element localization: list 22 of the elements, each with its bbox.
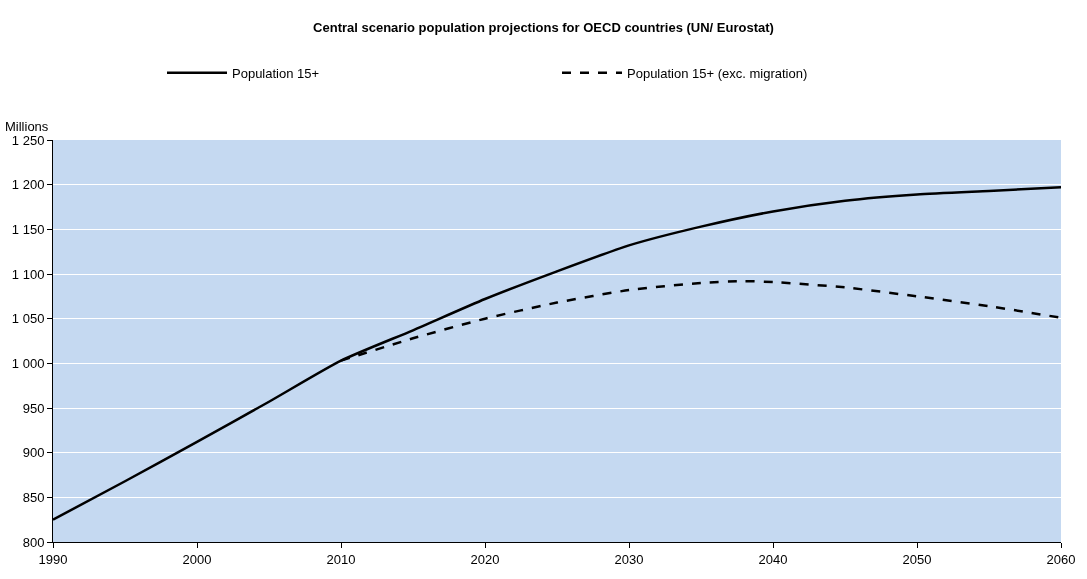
y-tick-label: 850 (22, 489, 45, 505)
x-tick-label: 1990 (38, 551, 68, 567)
y-tick-label: 1 250 (11, 132, 45, 148)
x-tick-label: 2060 (1046, 551, 1076, 567)
y-tick-label: 950 (22, 400, 45, 416)
legend-label: Population 15+ (exc. migration) (627, 65, 808, 81)
y-axis-title: Millions (5, 119, 49, 134)
y-tick-label: 1 100 (11, 266, 45, 282)
x-tick-label: 2010 (326, 551, 356, 567)
chart-title: Central scenario population projections for OECD countries (UN/ Eurostat) (313, 20, 774, 36)
legend-label: Population 15+ (232, 65, 320, 81)
x-tick-label: 2000 (182, 551, 212, 567)
y-tick-label: 1 150 (11, 221, 45, 237)
x-tick-label: 2040 (758, 551, 788, 567)
x-tick-label: 2020 (470, 551, 500, 567)
y-tick-label: 800 (22, 534, 45, 550)
x-tick-label: 2030 (614, 551, 644, 567)
x-tick-label: 2050 (902, 551, 932, 567)
y-tick-label: 1 200 (11, 177, 45, 193)
y-tick-label: 1 050 (11, 311, 45, 327)
y-tick-label: 1 000 (11, 355, 45, 371)
y-tick-label: 900 (22, 445, 45, 461)
